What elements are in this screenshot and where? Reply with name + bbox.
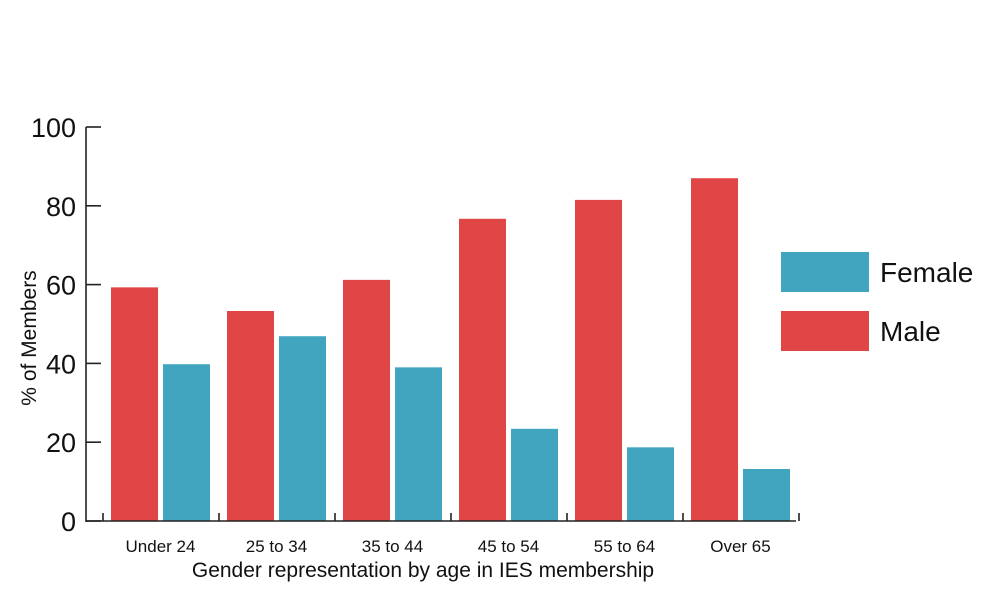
y-tick-label-20: 20 [46, 428, 76, 458]
x-tick-label-0: Under 24 [126, 537, 196, 556]
y-axis: 0 20 40 60 80 100 [31, 113, 101, 537]
x-tick-label-4: 55 to 64 [594, 537, 655, 556]
bar-female-1 [279, 336, 326, 521]
bar-female-3 [511, 428, 558, 521]
bar-female-0 [163, 364, 210, 521]
y-tick-label-0: 0 [61, 507, 76, 537]
bar-male-2 [343, 279, 390, 521]
x-axis: Under 24 25 to 34 35 to 44 45 to 54 55 to 64… [86, 513, 800, 556]
legend: Female Male [781, 252, 973, 351]
x-tick-label-3: 45 to 54 [478, 537, 539, 556]
legend-label-male: Male [880, 316, 941, 347]
y-tick-label-80: 80 [46, 192, 76, 222]
legend-swatch-female [781, 252, 869, 292]
x-tick-label-1: 25 to 34 [246, 537, 307, 556]
y-tick-label-40: 40 [46, 349, 76, 379]
y-tick-label-60: 60 [46, 271, 76, 301]
bar-male-4 [575, 199, 622, 521]
x-tick-label-5: Over 65 [710, 537, 770, 556]
x-axis-title: Gender representation by age in IES memb… [192, 559, 654, 582]
bar-male-1 [227, 310, 274, 521]
y-axis-title: % of Members [18, 270, 41, 405]
x-tick-label-2: 35 to 44 [362, 537, 423, 556]
bar-male-0 [111, 287, 158, 521]
bar-female-2 [395, 367, 442, 521]
legend-label-female: Female [880, 257, 973, 288]
bar-female-4 [627, 447, 674, 521]
legend-swatch-male [781, 311, 869, 351]
bar-male-5 [691, 178, 738, 521]
bar-male-3 [459, 218, 506, 521]
bar-female-5 [743, 468, 790, 521]
plot-area [111, 178, 790, 521]
y-tick-label-100: 100 [31, 113, 76, 143]
